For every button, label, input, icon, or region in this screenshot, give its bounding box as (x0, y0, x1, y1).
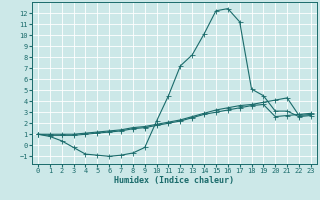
X-axis label: Humidex (Indice chaleur): Humidex (Indice chaleur) (115, 176, 234, 185)
